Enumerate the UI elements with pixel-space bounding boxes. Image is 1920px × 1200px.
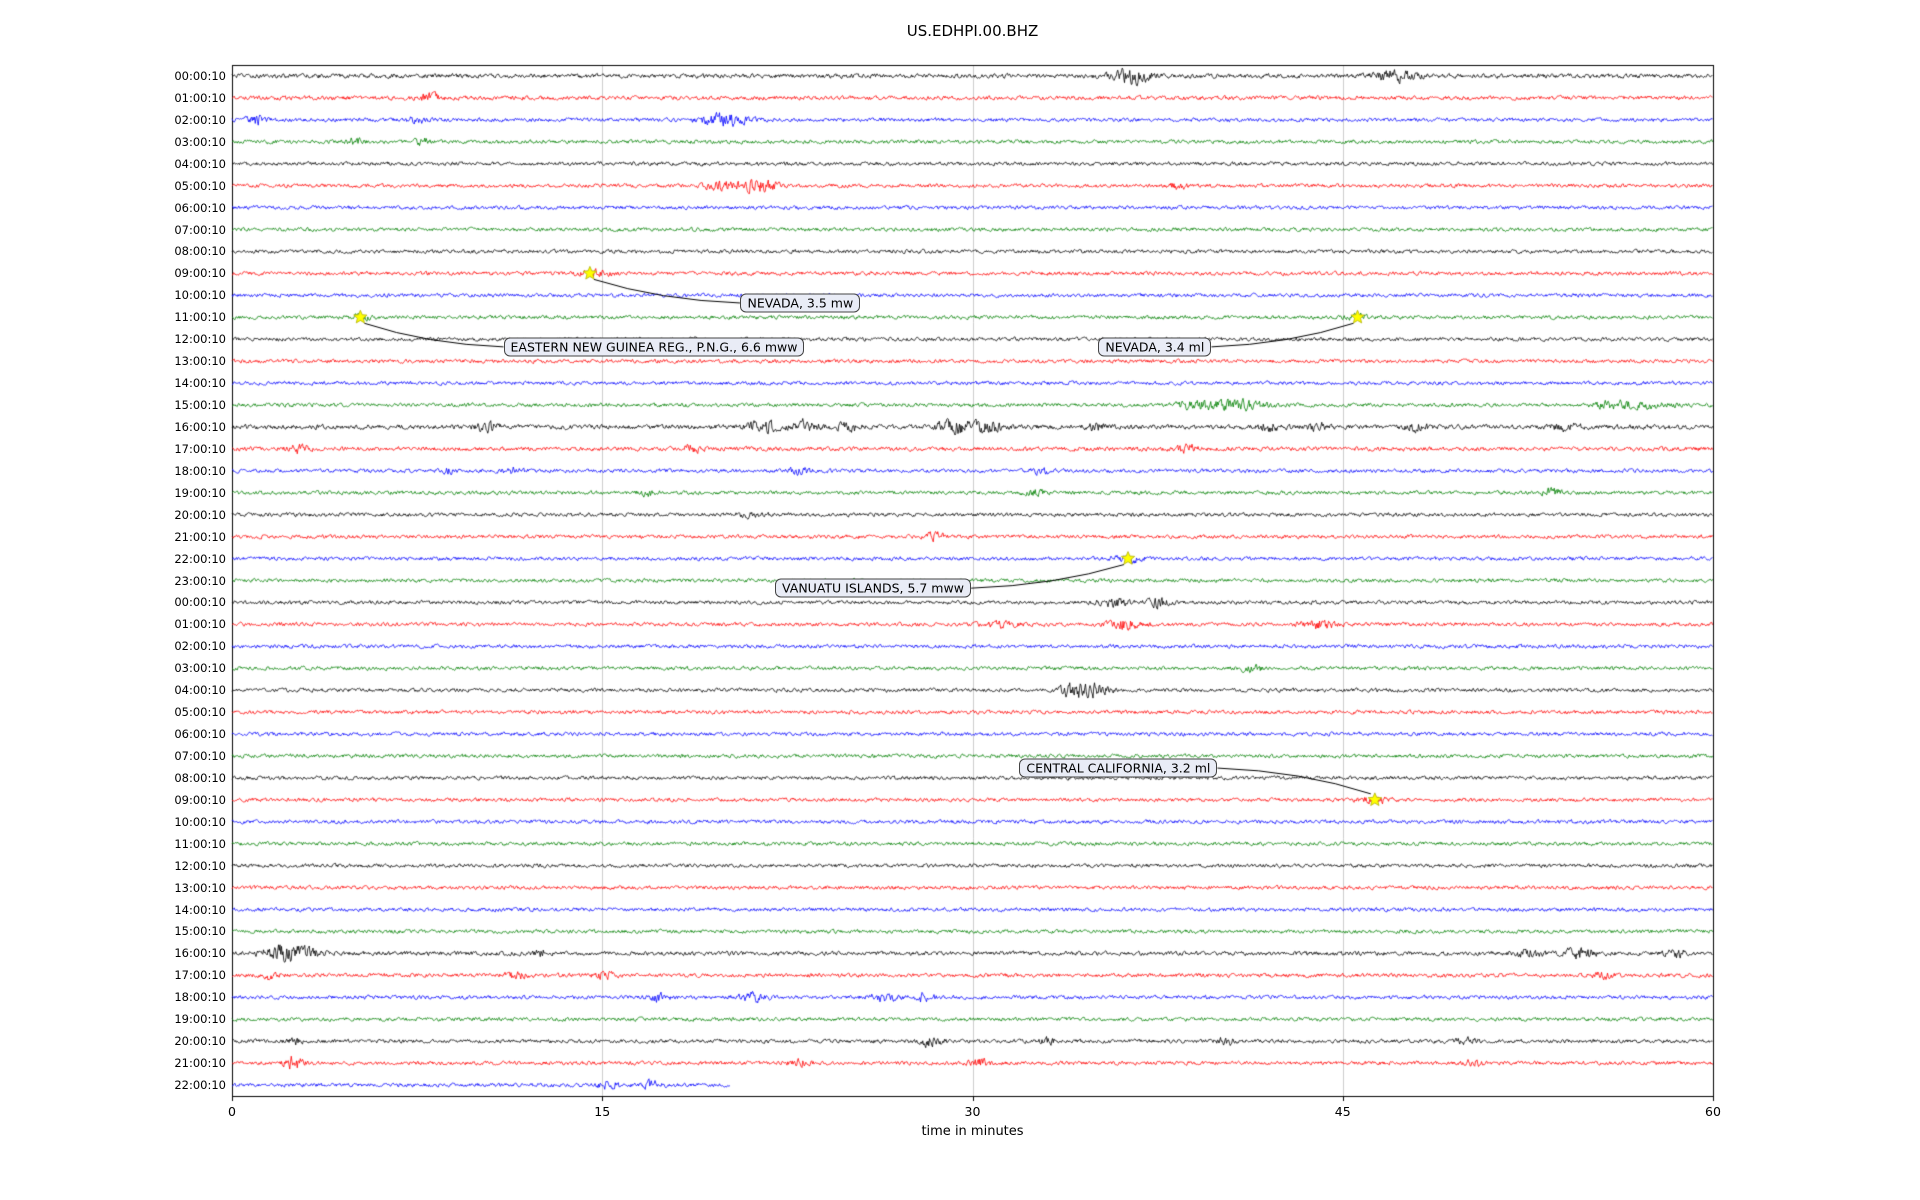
row-label: 01:00:10 — [174, 90, 226, 105]
row-label: 14:00:10 — [174, 902, 226, 917]
row-label: 05:00:10 — [174, 178, 226, 193]
row-label: 00:00:10 — [174, 595, 226, 610]
row-label: 11:00:10 — [174, 310, 226, 325]
row-label: 19:00:10 — [174, 1012, 226, 1027]
row-label: 12:00:10 — [174, 332, 226, 347]
row-label: 08:00:10 — [174, 770, 226, 785]
row-label: 16:00:10 — [174, 946, 226, 961]
x-tick-label: 45 — [1334, 1104, 1351, 1119]
row-label: 21:00:10 — [174, 1056, 226, 1071]
row-label: 12:00:10 — [174, 858, 226, 873]
event-label: NEVADA, 3.5 mw — [740, 293, 861, 313]
row-label: 02:00:10 — [174, 112, 226, 127]
row-label: 03:00:10 — [174, 661, 226, 676]
row-label: 17:00:10 — [174, 441, 226, 456]
row-label: 14:00:10 — [174, 376, 226, 391]
row-label: 22:00:10 — [174, 551, 226, 566]
row-label: 05:00:10 — [174, 705, 226, 720]
row-label: 18:00:10 — [174, 990, 226, 1005]
row-label: 03:00:10 — [174, 134, 226, 149]
row-label: 15:00:10 — [174, 398, 226, 412]
row-label: 01:00:10 — [174, 617, 226, 632]
event-label: VANUATU ISLANDS, 5.7 mww — [775, 578, 971, 598]
row-label: 18:00:10 — [174, 463, 226, 478]
row-label: 20:00:10 — [174, 1034, 226, 1049]
row-label: 10:00:10 — [174, 814, 226, 829]
row-label: 13:00:10 — [174, 880, 226, 895]
row-label: 17:00:10 — [174, 968, 226, 983]
row-label: 21:00:10 — [174, 529, 226, 544]
row-label: 10:00:10 — [174, 288, 226, 303]
row-label: 19:00:10 — [174, 485, 226, 500]
x-axis-label: time in minutes — [921, 1124, 1024, 1139]
event-label: NEVADA, 3.4 ml — [1098, 337, 1212, 357]
row-label: 07:00:10 — [174, 748, 226, 763]
row-label: 04:00:10 — [174, 683, 226, 698]
row-label: 09:00:10 — [174, 792, 226, 807]
row-label: 23:00:10 — [174, 573, 226, 588]
row-label: 00:00:10 — [174, 68, 226, 83]
row-label: 13:00:10 — [174, 354, 226, 369]
row-label: 02:00:10 — [174, 639, 226, 654]
event-label: CENTRAL CALIFORNIA, 3.2 ml — [1019, 758, 1218, 778]
x-tick-label: 0 — [228, 1104, 236, 1119]
row-label: 04:00:10 — [174, 156, 226, 171]
x-tick-label: 15 — [594, 1104, 611, 1119]
row-label: 22:00:10 — [174, 1078, 226, 1093]
x-tick-label: 30 — [964, 1104, 981, 1119]
row-label: 09:00:10 — [174, 266, 226, 281]
x-tick-label: 60 — [1705, 1104, 1721, 1119]
row-label: 11:00:10 — [174, 836, 226, 851]
row-label: 06:00:10 — [174, 727, 226, 742]
figure-title: US.EDHPI.00.BHZ — [906, 22, 1039, 40]
row-label: 06:00:10 — [174, 200, 226, 215]
row-label: 15:00:10 — [174, 924, 226, 939]
row-label: 16:00:10 — [174, 419, 226, 434]
row-label: 07:00:10 — [174, 222, 226, 237]
row-label: 20:00:10 — [174, 507, 226, 522]
row-label: 08:00:10 — [174, 244, 226, 259]
event-label: EASTERN NEW GUINEA REG., P.N.G., 6.6 mww — [503, 337, 805, 357]
